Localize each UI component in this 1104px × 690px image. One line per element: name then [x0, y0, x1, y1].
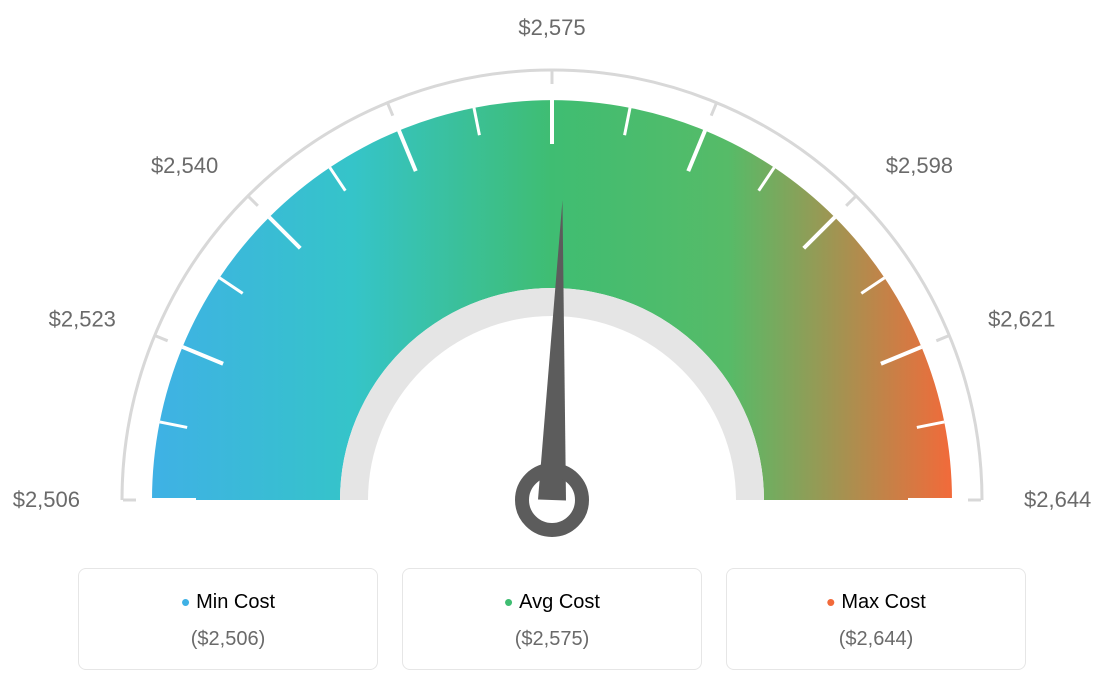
tick-label: $2,575: [518, 15, 585, 40]
tick-label: $2,644: [1024, 487, 1091, 512]
legend-label: Max Cost: [841, 591, 925, 613]
dot-icon: •: [181, 587, 196, 617]
legend-card-max: •Max Cost ($2,644): [726, 568, 1026, 670]
tick-label: $2,523: [49, 306, 116, 331]
tick-label: $2,621: [988, 306, 1055, 331]
gauge-svg: $2,506 $2,523 $2,540 $2,575 $2,598 $2,621 $2,6…: [0, 0, 1104, 560]
legend-card-min: •Min Cost ($2,506): [78, 568, 378, 670]
dot-icon: •: [504, 587, 519, 617]
dot-icon: •: [826, 587, 841, 617]
legend-title-avg: •Avg Cost: [403, 587, 701, 618]
legend-value-min: ($2,506): [79, 628, 377, 651]
legend-title-min: •Min Cost: [79, 587, 377, 618]
legend-value-max: ($2,644): [727, 628, 1025, 651]
tick-label: $2,598: [886, 153, 953, 178]
legend-label: Min Cost: [196, 591, 275, 613]
legend-card-avg: •Avg Cost ($2,575): [402, 568, 702, 670]
tick-label: $2,540: [151, 153, 218, 178]
legend-label: Avg Cost: [519, 591, 600, 613]
legend-value-avg: ($2,575): [403, 628, 701, 651]
legend-row: •Min Cost ($2,506) •Avg Cost ($2,575) •M…: [0, 568, 1104, 670]
tick-label: $2,506: [13, 487, 80, 512]
legend-title-max: •Max Cost: [727, 587, 1025, 618]
gauge-chart: $2,506 $2,523 $2,540 $2,575 $2,598 $2,621 $2,6…: [0, 0, 1104, 560]
